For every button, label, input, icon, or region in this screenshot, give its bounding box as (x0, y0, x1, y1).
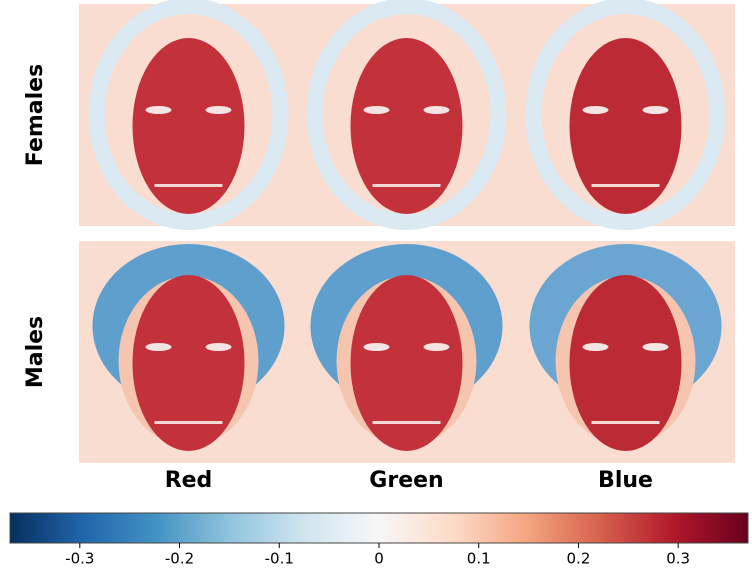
eye (423, 343, 450, 351)
tick-label: 0.1 (467, 550, 491, 568)
column-label: Green (369, 468, 443, 493)
eye (582, 343, 609, 351)
eye (205, 106, 232, 114)
tick-label: -0.1 (265, 550, 294, 568)
eye (363, 343, 390, 351)
eye (582, 106, 609, 114)
face (350, 38, 463, 214)
mouth (591, 184, 660, 187)
mouth (372, 184, 441, 187)
tick-label: -0.2 (165, 550, 194, 568)
face (132, 38, 245, 214)
halo (306, 0, 507, 230)
eye (642, 106, 669, 114)
panels (79, 0, 735, 463)
eye (642, 343, 669, 351)
face (569, 38, 682, 214)
colorbar (9, 512, 749, 544)
mouth (372, 421, 441, 424)
tick-label: 0.3 (666, 550, 690, 568)
face (132, 275, 245, 451)
mouth (591, 421, 660, 424)
face (569, 275, 682, 451)
eye (205, 343, 232, 351)
eye (423, 106, 450, 114)
tick-label: 0 (374, 550, 384, 568)
halo (88, 0, 289, 230)
tick-label: -0.3 (65, 550, 94, 568)
column-label: Blue (598, 468, 653, 493)
mouth (154, 184, 223, 187)
face (350, 275, 463, 451)
column-label: Red (165, 468, 213, 493)
halo (525, 0, 726, 230)
row-label: Females (23, 64, 48, 166)
row-label: Males (23, 316, 48, 388)
tick-label: 0.2 (567, 550, 591, 568)
eye (145, 106, 172, 114)
eye (145, 343, 172, 351)
mouth (154, 421, 223, 424)
eye (363, 106, 390, 114)
